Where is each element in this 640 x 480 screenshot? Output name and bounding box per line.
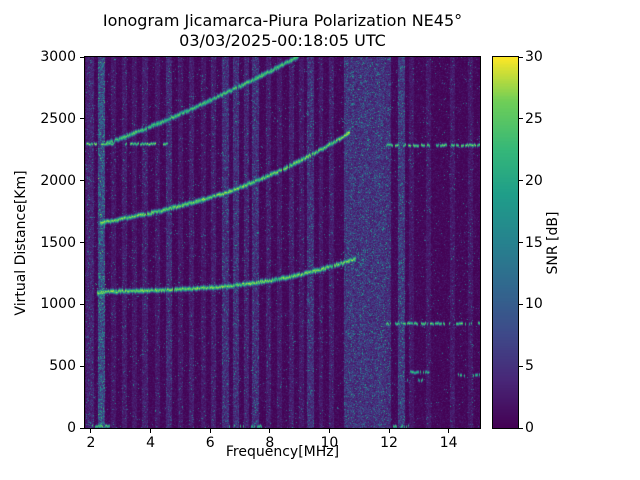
colorbar-tick-label: 15 <box>525 234 543 251</box>
colorbar-tick-mark <box>519 427 523 429</box>
colorbar-tick-mark <box>519 303 523 305</box>
x-tick-mark <box>269 429 271 433</box>
x-tick-label: 14 <box>439 435 458 451</box>
y-tick-mark <box>80 365 84 367</box>
plot-frame <box>84 56 481 429</box>
ionogram-heatmap-canvas <box>85 57 480 428</box>
colorbar-tick-mark <box>519 180 523 182</box>
colorbar-tick-label: 5 <box>525 358 534 375</box>
colorbar-tick-mark <box>519 56 523 58</box>
y-tick-label: 1500 <box>40 234 76 251</box>
y-tick-label: 3000 <box>40 49 76 65</box>
x-tick-label: 4 <box>146 435 156 451</box>
colorbar <box>492 56 519 429</box>
y-tick-mark <box>80 427 84 429</box>
y-tick-label: 500 <box>49 358 76 375</box>
chart-subtitle: 03/03/2025-00:18:05 UTC <box>179 31 386 50</box>
x-tick-mark <box>328 429 330 433</box>
y-tick-label: 2500 <box>40 110 76 127</box>
colorbar-tick-label: 25 <box>525 110 543 127</box>
x-tick-label: 12 <box>380 435 398 451</box>
x-tick-label: 2 <box>86 435 96 451</box>
x-axis-label: Frequency[MHz] <box>225 444 340 460</box>
x-tick-label: 8 <box>265 435 275 451</box>
x-tick-mark <box>150 429 152 433</box>
y-tick-label: 1000 <box>40 296 76 313</box>
x-tick-label: 6 <box>205 435 215 451</box>
y-tick-label: 2000 <box>40 172 76 189</box>
colorbar-tick-mark <box>519 365 523 367</box>
x-tick-mark <box>209 429 211 433</box>
x-tick-mark <box>388 429 390 433</box>
y-axis-label: Virtual Distance[Km] <box>13 170 29 316</box>
colorbar-gradient-canvas <box>493 57 518 428</box>
y-tick-mark <box>80 118 84 120</box>
x-tick-mark <box>90 429 92 433</box>
x-tick-mark <box>448 429 450 433</box>
colorbar-tick-label: 10 <box>525 296 543 313</box>
y-tick-label: 0 <box>67 420 76 436</box>
colorbar-tick-label: 30 <box>525 49 543 65</box>
y-tick-mark <box>80 242 84 243</box>
chart-title: Ionogram Jicamarca-Piura Polarization NE… <box>102 11 463 30</box>
y-tick-mark <box>80 56 84 58</box>
colorbar-tick-label: 20 <box>525 172 543 189</box>
y-tick-mark <box>80 180 84 182</box>
colorbar-tick-mark <box>519 242 523 243</box>
x-tick-label: 10 <box>320 435 339 451</box>
colorbar-tick-label: 0 <box>525 420 534 436</box>
colorbar-tick-mark <box>519 118 523 120</box>
y-tick-mark <box>80 303 84 305</box>
